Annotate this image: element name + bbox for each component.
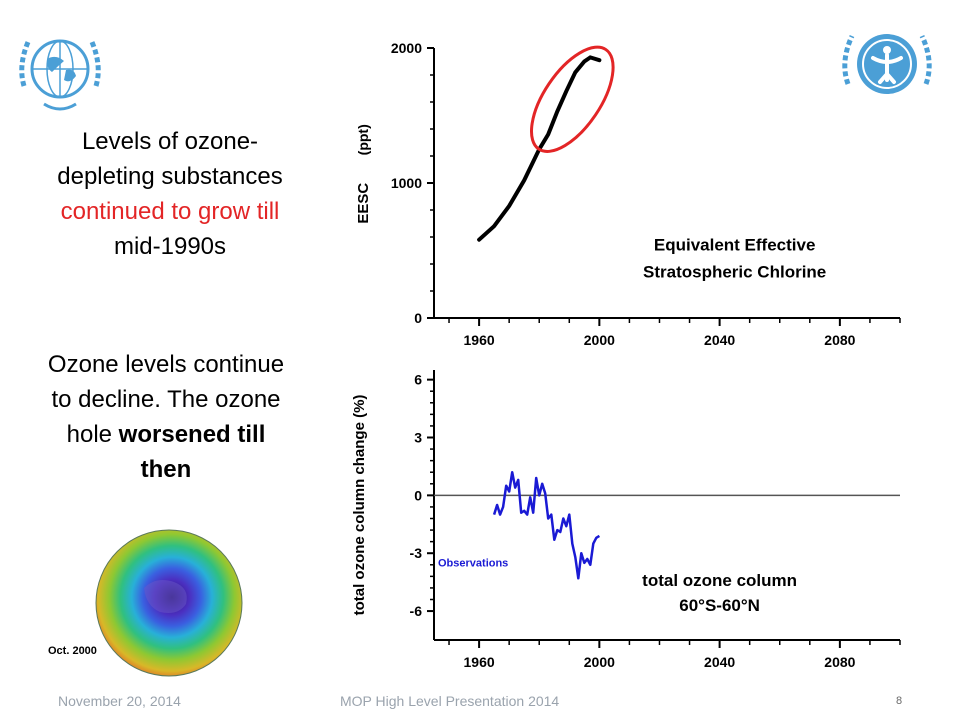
para2-line4-bold: then <box>140 456 192 483</box>
ozone-title-line2: 60°S-60°N <box>679 596 760 615</box>
x-tick-label: 2080 <box>824 332 855 348</box>
eesc-title-line1: Equivalent Effective <box>654 236 816 255</box>
unep-logo-icon <box>842 34 932 94</box>
y-tick-label: 3 <box>414 430 422 446</box>
paragraph-ods-levels: Levels of ozone- depleting substances co… <box>0 124 340 264</box>
y-tick-label: 0 <box>414 487 422 503</box>
x-tick-label: 2040 <box>704 654 735 668</box>
para1-line2: depleting substances <box>57 163 283 190</box>
x-tick-label: 2000 <box>584 654 615 668</box>
x-tick-label: 2040 <box>704 332 735 348</box>
eesc-ticks: 0 1000 2000 1960 2000 2040 2080 <box>391 40 901 348</box>
x-tick-label: 2080 <box>824 654 855 668</box>
page-number: 8 <box>896 695 903 707</box>
paragraph-ozone-decline: Ozone levels continue to decline. The oz… <box>0 347 332 487</box>
y-tick-label: 2000 <box>391 40 422 56</box>
highlight-ellipse <box>529 45 615 153</box>
para1-line1: Levels of ozone- <box>81 128 259 155</box>
x-tick-label: 1960 <box>464 654 495 668</box>
para1-line4: mid-1990s <box>113 233 227 260</box>
para1-line3-highlight: continued to grow till <box>60 198 280 225</box>
ozone-chart: 6 3 0 -3 -6 1960 2000 2040 2080 Observations tot… <box>351 370 901 668</box>
para2-line3-regular: hole <box>66 421 119 448</box>
observations-series-line <box>492 470 601 580</box>
y-tick-label: 1000 <box>391 175 422 191</box>
ozone-globe-icon <box>95 529 243 677</box>
globe-caption: Oct. 2000 <box>48 645 97 657</box>
y-tick-label: 0 <box>414 310 422 326</box>
para2-line3: hole worsened till <box>0 417 332 452</box>
y-tick-label: -3 <box>410 545 423 561</box>
footer-title: MOP High Level Presentation 2014 <box>340 693 560 709</box>
footer-date: November 20, 2014 <box>58 693 181 709</box>
x-tick-label: 1960 <box>464 332 495 348</box>
para2-line3-bold: worsened till <box>118 421 266 448</box>
charts-container: 0 1000 2000 1960 2000 2040 2080 EESC (ppt) Equ… <box>351 40 901 668</box>
eesc-chart: 0 1000 2000 1960 2000 2040 2080 EESC (ppt) Equ… <box>355 40 901 348</box>
ozone-ticks: 6 3 0 -3 -6 1960 2000 2040 2080 <box>410 372 901 668</box>
observations-label: Observations <box>438 558 508 570</box>
y-tick-label: 6 <box>414 372 422 388</box>
eesc-y-label: EESC <box>355 183 372 224</box>
ozone-y-label: total ozone column change (%) <box>351 395 368 616</box>
para2-line2: to decline. The ozone <box>51 386 281 413</box>
x-tick-label: 2000 <box>584 332 615 348</box>
ozone-title-line1: total ozone column <box>642 571 797 590</box>
eesc-title-line2: Stratospheric Chlorine <box>643 263 826 282</box>
para2-line1: Ozone levels continue <box>47 351 285 378</box>
y-tick-label: -6 <box>410 603 423 619</box>
wmo-logo-icon <box>19 39 101 111</box>
eesc-y-unit: (ppt) <box>355 124 371 155</box>
eesc-series-line <box>477 55 602 242</box>
